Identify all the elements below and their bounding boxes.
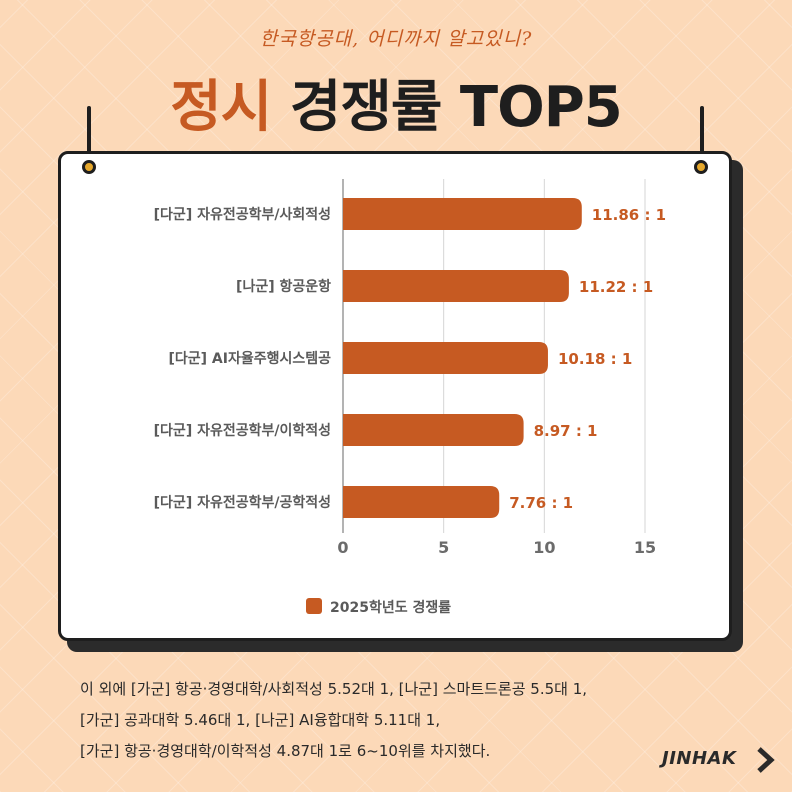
x-tick-label: 15 [634,538,656,557]
category-label: [나군] 항공운항 [236,278,331,295]
legend-label: 2025학년도 경쟁률 [330,599,451,616]
hanger-line-right [700,106,704,168]
logo-text: JINHAK [662,748,737,769]
x-tick-label: 10 [533,538,555,557]
data-label: 8.97 : 1 [534,422,598,440]
category-label: [다군] 자유전공학부/이학적성 [154,422,331,439]
bar [343,486,500,518]
bar [343,270,569,302]
footer-line: [가군] 공과대학 5.46대 1, [나군] AI융합대학 5.11대 1, [80,711,441,729]
hanger-line-left [87,106,91,168]
pin-right-icon [694,160,708,174]
category-label: [다군] AI자율주행시스템공 [168,350,331,367]
legend-swatch [306,598,322,614]
x-tick-label: 0 [337,538,348,557]
title-accent: 정시 [170,75,272,140]
bar-chart: 0 5 10 15 [다군] 자유전공학부/사회적성 11.86 : 1 [나군] 항공운항… [154,179,666,616]
chart-card [58,151,732,641]
x-tick-label: 5 [438,538,449,557]
bar [343,198,582,230]
subtitle: 한국항공대, 어디까지 알고있니? [259,28,533,50]
title-rest: 경쟁률 TOP5 [289,75,623,140]
pin-left-icon [82,160,96,174]
footer-line: [가군] 항공·경영대학/이학적성 4.87대 1로 6~10위를 차지했다. [80,742,491,760]
data-label: 11.86 : 1 [592,206,666,224]
bar [343,414,524,446]
footer-line: 이 외에 [가군] 항공·경영대학/사회적성 5.52대 1, [나군] 스마트… [80,680,588,698]
page-title: 정시 경쟁률 TOP5 [0,62,792,143]
category-label: [다군] 자유전공학부/공학적성 [154,494,331,511]
bar [343,342,548,374]
logo-arrow-icon [757,747,775,773]
data-label: 10.18 : 1 [558,350,632,368]
data-label: 11.22 : 1 [579,278,653,296]
category-label: [다군] 자유전공학부/사회적성 [154,206,331,223]
data-label: 7.76 : 1 [509,494,573,512]
footer-note: 이 외에 [가군] 항공·경영대학/사회적성 5.52대 1, [나군] 스마트… [80,674,720,767]
